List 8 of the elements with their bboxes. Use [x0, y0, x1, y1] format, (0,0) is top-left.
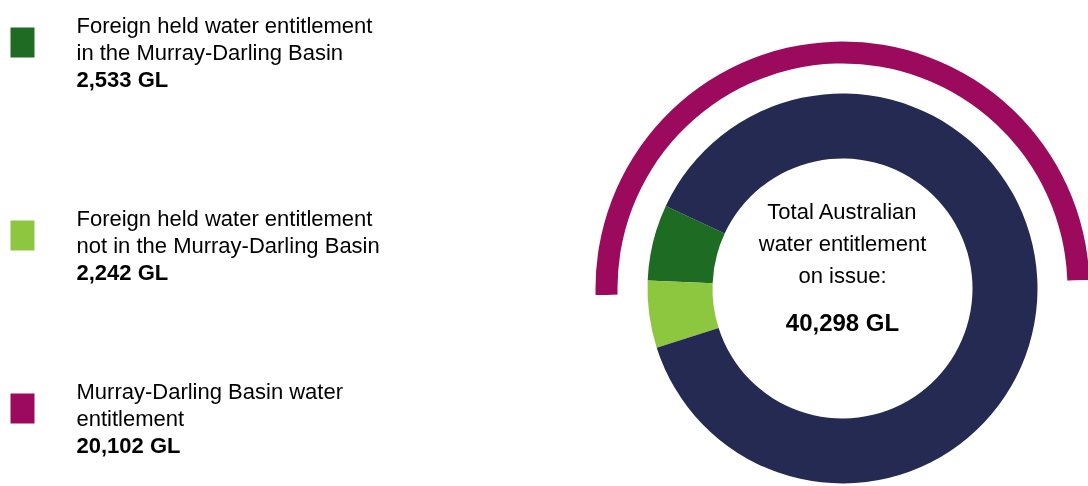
legend-label: Foreign held water entitlement in the Murray-Darling Basin	[76, 12, 373, 65]
text: Total Australian water entitlement on issue:	[757, 198, 927, 288]
legend-label: Foreign held water entitlement not in the Murray-Darling Basin	[76, 205, 380, 258]
text: 40,298 GL	[785, 308, 900, 336]
text: 20,102 GL	[76, 432, 181, 458]
legend-label: Murray-Darling Basin water entitlement	[76, 378, 344, 431]
text: 2,242 GL	[76, 259, 169, 285]
text: 2,533 GL	[76, 66, 169, 92]
